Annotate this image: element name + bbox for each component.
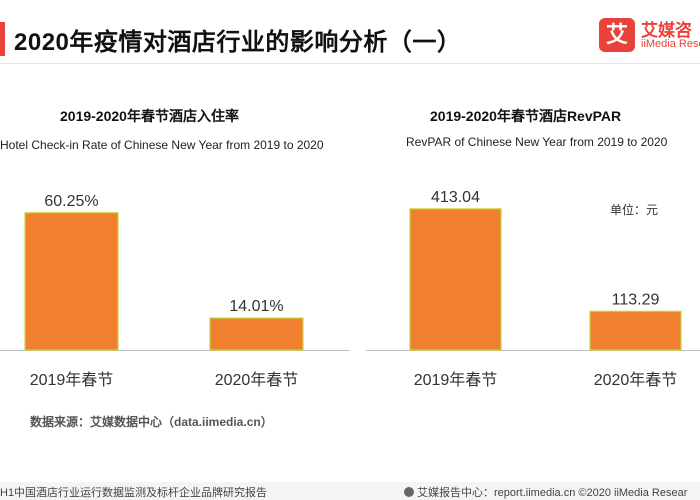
chart1-subtitle: Hotel Check-in Rate of Chinese New Year … [0, 138, 324, 152]
chart2-category-label-2: 2020年春节 [594, 371, 678, 389]
chart2-value-label-1: 413.04 [431, 189, 480, 206]
logo-text-en: iiMedia Rese [641, 38, 700, 50]
chart2-category-label-1: 2019年春节 [414, 371, 498, 389]
header-divider [0, 63, 700, 64]
chart1-bar-1 [24, 212, 119, 351]
iimedia-logo: 艾 艾媒咨 iiMedia Rese [599, 16, 700, 60]
logo-mark-icon: 艾 [599, 18, 635, 52]
chart2-value-label-2: 113.29 [612, 291, 660, 308]
chart2-bar-2 [589, 310, 682, 351]
chart2-bar-1 [409, 208, 502, 351]
page-header: 2020年疫情对酒店行业的影响分析（一） 艾 艾媒咨 iiMedia Rese [0, 0, 700, 64]
chart1-category-label-2: 2020年春节 [215, 371, 299, 389]
title-accent-bar [0, 22, 5, 56]
logo-text-cn: 艾媒咨 [641, 21, 692, 40]
chart1-title: 2019-2020年春节酒店入住率 [60, 108, 239, 124]
chart2-title: 2019-2020年春节酒店RevPAR [430, 108, 622, 124]
data-source-note: 数据来源：艾媒数据中心（data.iimedia.cn） [30, 415, 273, 429]
page-title: 2020年疫情对酒店行业的影响分析（一） [14, 29, 462, 56]
chart1-value-label-2: 14.01% [229, 298, 283, 315]
footer-report-name: H1中国酒店行业运行数据监测及标杆企业品牌研究报告 [0, 487, 268, 499]
chart2-unit-label: 单位：元 [610, 203, 659, 217]
chart1-value-label-1: 60.25% [44, 193, 98, 210]
footer-credit: 艾媒报告中心：report.iimedia.cn ©2020 iiMedia R… [404, 484, 687, 500]
report-center-icon [404, 487, 414, 497]
chart2-subtitle: RevPAR of Chinese New Year from 2019 to … [406, 135, 668, 149]
chart1-category-label-1: 2019年春节 [30, 371, 114, 389]
chart1-bar-2 [209, 317, 304, 351]
footer-credit-text: 艾媒报告中心：report.iimedia.cn ©2020 iiMedia R… [417, 487, 688, 499]
page-footer: H1中国酒店行业运行数据监测及标杆企业品牌研究报告 艾媒报告中心：report.… [0, 482, 700, 500]
